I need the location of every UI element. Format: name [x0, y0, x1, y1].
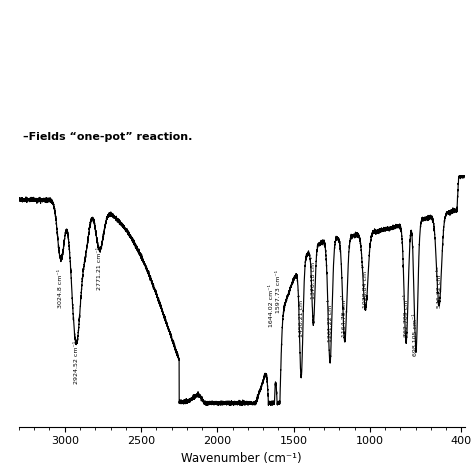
Text: 1597.73 cm⁻¹: 1597.73 cm⁻¹	[276, 270, 281, 313]
Text: 1370.18 cm⁻¹: 1370.18 cm⁻¹	[311, 256, 316, 299]
Text: 1450.21 cm⁻¹: 1450.21 cm⁻¹	[299, 294, 304, 337]
Text: –Fields “one-pot” reaction.: –Fields “one-pot” reaction.	[23, 132, 193, 142]
Text: 762.709 cm⁻¹: 762.709 cm⁻¹	[404, 294, 409, 337]
Text: 2924.52 cm⁻¹: 2924.52 cm⁻¹	[74, 341, 79, 384]
Text: 1028.84 cm⁻¹: 1028.84 cm⁻¹	[363, 265, 368, 309]
Text: 3024.8 cm⁻¹: 3024.8 cm⁻¹	[58, 269, 64, 309]
Text: 1644.02 cm⁻¹: 1644.02 cm⁻¹	[269, 284, 274, 328]
Text: 2771.21 cm⁻¹: 2771.21 cm⁻¹	[97, 246, 102, 290]
Text: 546.72 cm⁻¹: 546.72 cm⁻¹	[437, 269, 442, 309]
X-axis label: Wavenumber (cm⁻¹): Wavenumber (cm⁻¹)	[182, 452, 302, 465]
Text: 1164.79 cm⁻¹: 1164.79 cm⁻¹	[342, 294, 347, 337]
Text: 1261.22 cm⁻¹: 1261.22 cm⁻¹	[328, 299, 333, 342]
Text: 698.105 cm⁻¹: 698.105 cm⁻¹	[413, 313, 419, 356]
